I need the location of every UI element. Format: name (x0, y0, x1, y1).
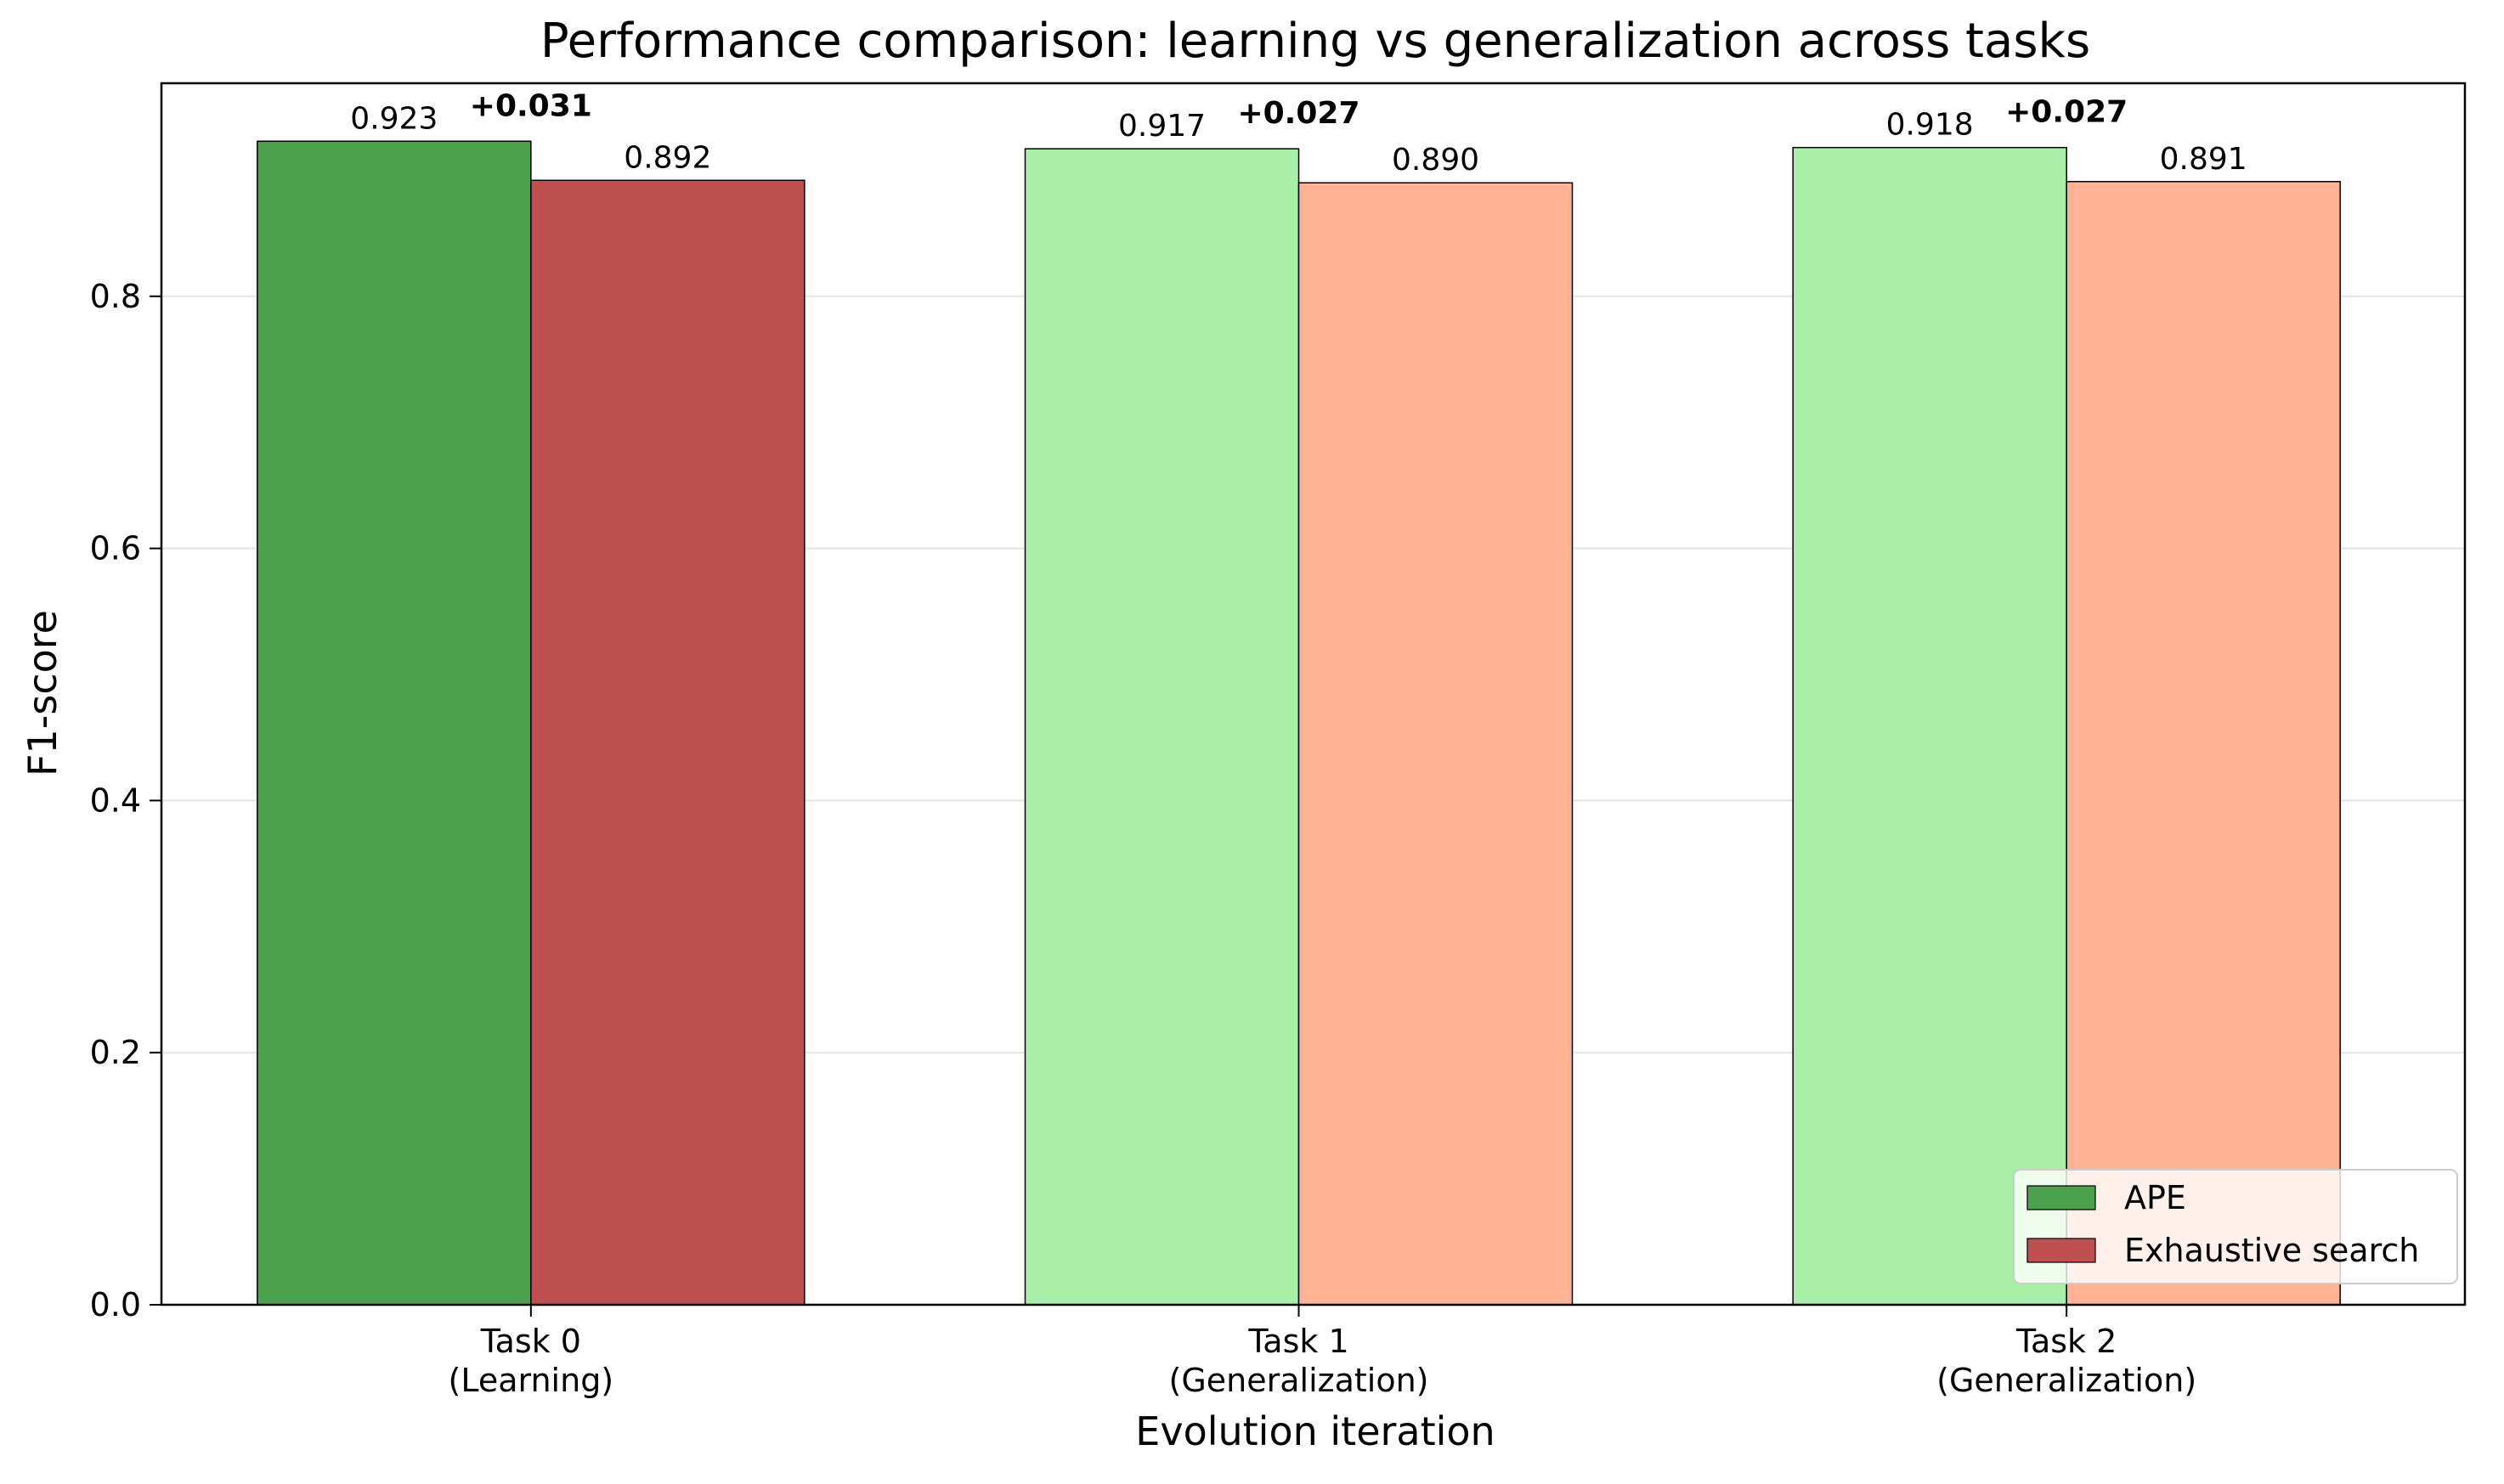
bar-exhaustive-search-task-0 (530, 179, 805, 1306)
plot-frame (160, 82, 2467, 1306)
bar-value-label: 0.892 (624, 140, 711, 175)
bar-value-label: 0.890 (1392, 143, 1479, 178)
difference-annotation: +0.031 (470, 88, 592, 123)
y-tick-label: 0.6 (90, 530, 141, 567)
difference-annotation: +0.027 (2005, 95, 2128, 130)
bar-value-label: 0.891 (2160, 142, 2247, 177)
legend-label-ape: APE (2124, 1179, 2186, 1216)
x-axis: Task 0(Learning)Task 1(Generalization)Ta… (449, 1305, 2196, 1399)
bars (257, 140, 2341, 1306)
y-axis: 0.0 0.2 0.4 0.6 0.8 (90, 278, 161, 1323)
x-tick-sublabel: (Generalization) (1169, 1362, 1429, 1399)
bar-value-label: 0.917 (1118, 109, 1206, 144)
legend-swatch-exhaustive-search (2026, 1238, 2096, 1263)
x-tick-sublabel: (Generalization) (1936, 1362, 2196, 1399)
y-tick-label: 0.0 (90, 1286, 141, 1323)
bar-value-label: 0.918 (1886, 108, 1974, 143)
legend-label-exhaustive-search: Exhaustive search (2124, 1232, 2419, 1269)
legend-swatch-ape (2026, 1185, 2096, 1210)
y-tick-label: 0.8 (90, 278, 141, 315)
x-tick-label: Task 2 (2015, 1323, 2117, 1360)
bar-ape-task-0 (257, 140, 532, 1306)
bar-value-labels: 0.923 0.892 +0.031 0.917 0.890 +0.027 0.918 0.8… (350, 88, 2247, 178)
chart-title: Performance comparison: learning vs gene… (540, 14, 2090, 69)
y-axis-title: F1-score (20, 610, 65, 776)
x-tick-label: Task 1 (1247, 1323, 1348, 1360)
y-tick-label: 0.4 (90, 781, 141, 819)
y-tick-label: 0.2 (90, 1034, 141, 1071)
x-tick-sublabel: (Learning) (449, 1362, 614, 1399)
difference-annotation: +0.027 (1237, 96, 1359, 131)
x-axis-title: Evolution iteration (1135, 1408, 1495, 1454)
bar-exhaustive-search-task-1 (1297, 182, 1574, 1306)
x-tick-label: Task 0 (480, 1323, 581, 1360)
legend: APE Exhaustive search (2013, 1169, 2458, 1284)
bar-ape-task-2 (1792, 146, 2067, 1306)
bar-exhaustive-search-task-2 (2066, 181, 2341, 1306)
bar-ape-task-1 (1024, 148, 1300, 1306)
bar-value-label: 0.923 (350, 101, 438, 136)
legend-frame (2013, 1169, 2458, 1284)
